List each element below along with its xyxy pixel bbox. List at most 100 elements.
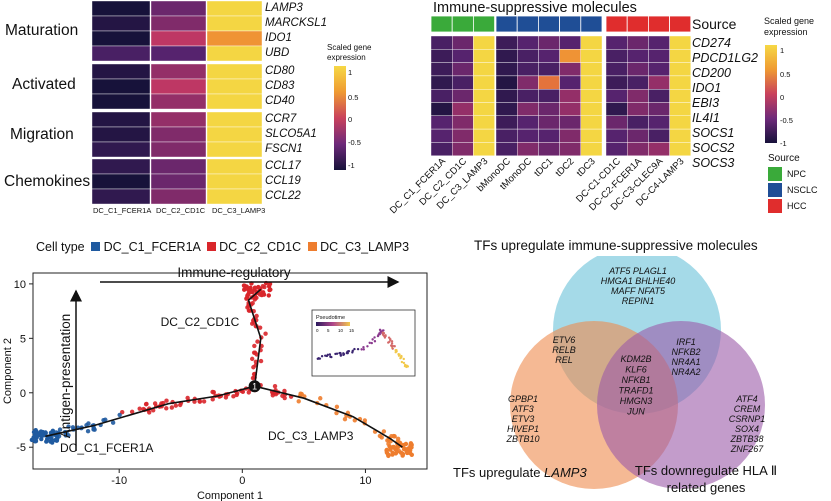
cell-point — [211, 390, 216, 395]
cell-point — [201, 399, 207, 404]
cell-point — [392, 434, 397, 439]
cell-point — [409, 452, 415, 457]
cell-point — [254, 352, 259, 357]
heatmap-cell — [559, 102, 581, 117]
heatmap-cell — [648, 128, 670, 143]
trajectory-plot: -10 0 10 10 5 0 -5 Component 1 Component 2 1 Immun… — [2, 265, 428, 501]
branch-point-label: 1 — [252, 382, 257, 392]
inset-point — [373, 340, 377, 343]
group-label-maturation: Maturation — [5, 22, 79, 39]
venn-gene-list: HIVEP1 — [507, 424, 539, 434]
legend-tick: 0 — [348, 115, 353, 124]
legend-tick: 1 — [780, 46, 785, 55]
venn-circle-right — [597, 321, 765, 489]
legend-tick: 0.5 — [780, 70, 791, 79]
heatmap-cell — [559, 115, 581, 130]
cell-point — [164, 406, 169, 411]
heatmap-cell — [150, 45, 207, 62]
plot-frame — [32, 272, 428, 470]
heatmap-cell — [669, 75, 691, 90]
gene-label: SOCS3 — [692, 156, 735, 170]
celltype-swatch — [206, 242, 216, 251]
celltype-swatch — [91, 242, 101, 251]
inset-point — [339, 351, 342, 355]
cell-point — [251, 365, 256, 370]
cell-point — [57, 427, 63, 432]
left-gene-labels: LAMP3 MARCKSL1 IDO1 UBD — [265, 1, 327, 61]
cell-point — [250, 356, 255, 362]
heatmap-cell — [150, 188, 207, 205]
x-tick-label: 0 — [239, 475, 245, 487]
heatmap-cell — [517, 75, 539, 90]
cell-point — [117, 412, 122, 418]
heatmap-cell — [627, 102, 649, 117]
heatmap-cell — [473, 62, 495, 77]
heatmap-cell — [648, 49, 670, 63]
y-axis-label: Component 2 — [2, 338, 14, 404]
source-swatch — [768, 199, 782, 213]
heatmap-cell — [580, 115, 603, 130]
heatmap-cell — [150, 93, 207, 110]
inset-point — [399, 356, 402, 360]
inset-point — [334, 352, 337, 356]
venn-gene-list: ETV3 — [512, 414, 535, 424]
group-label-migration: Migration — [10, 126, 74, 143]
venn-gene-list: ATF4 — [735, 394, 757, 404]
heatmap-cell — [559, 128, 581, 143]
inset-point — [390, 345, 394, 348]
cell-point — [282, 395, 287, 401]
heatmap-cell — [627, 62, 649, 77]
cell-point — [242, 287, 247, 292]
heatmap-cell — [648, 35, 670, 50]
heatmap-cell — [452, 35, 474, 50]
source-cell — [472, 15, 495, 33]
heatmap-cell — [517, 49, 539, 63]
heatmap-cell — [206, 93, 263, 110]
cell-point — [390, 450, 395, 456]
group-label-activated: Activated — [12, 76, 76, 93]
inset-point — [339, 354, 343, 357]
legend-tick: -1 — [780, 139, 787, 148]
gene-label: CCL22 — [265, 190, 301, 202]
cell-point — [164, 398, 169, 403]
cell-point — [257, 325, 263, 330]
cluster-label: DC_C2_CD1C — [161, 315, 240, 329]
inset-point — [320, 355, 324, 358]
cell-point — [334, 410, 339, 416]
cell-point — [272, 383, 278, 389]
heatmap-cell — [495, 142, 518, 156]
inset-point — [353, 347, 356, 351]
heatmap-cell — [452, 115, 474, 130]
heatmap-cell — [452, 102, 474, 117]
x-tick-label: 10 — [359, 475, 371, 487]
right-gene-labels: CD274 PDCD1LG2 CD200 IDO1 EBI3 IL4I1 SOC… — [692, 36, 758, 171]
gene-label: CD80 — [265, 65, 295, 77]
source-name: HCC — [787, 201, 807, 211]
cell-point — [334, 404, 340, 410]
heatmap-cell — [91, 188, 151, 205]
heatmap-cell — [452, 88, 474, 103]
cell-point — [33, 438, 39, 444]
heatmap-cell — [580, 128, 603, 143]
x-axis-label: Component 1 — [197, 490, 263, 501]
cell-point — [252, 297, 257, 302]
inset-tick: 10 — [338, 328, 344, 333]
gene-label: MARCKSL1 — [265, 17, 327, 29]
cell-point — [386, 453, 391, 459]
venn-gene-list: NR4A1 — [671, 357, 700, 367]
x-tick-label: -10 — [111, 475, 127, 487]
venn-gene-list: ATF5 PLAGL1 — [608, 266, 667, 276]
cell-point — [54, 438, 60, 443]
heatmap-cell — [452, 75, 474, 90]
venn-gene-list: IRF1 — [676, 337, 696, 347]
venn-gene-list: GPBP1 — [508, 394, 538, 404]
heatmap-cell — [538, 128, 560, 143]
celltype-legend-title: Cell type — [36, 240, 85, 254]
heatmap-cell — [627, 88, 649, 103]
heatmap-cell — [559, 49, 581, 63]
heatmap-cell — [648, 142, 670, 156]
heatmap-cell — [517, 128, 539, 143]
heatmap-cell — [495, 35, 518, 50]
cell-point — [66, 424, 71, 429]
source-cell — [538, 15, 561, 33]
